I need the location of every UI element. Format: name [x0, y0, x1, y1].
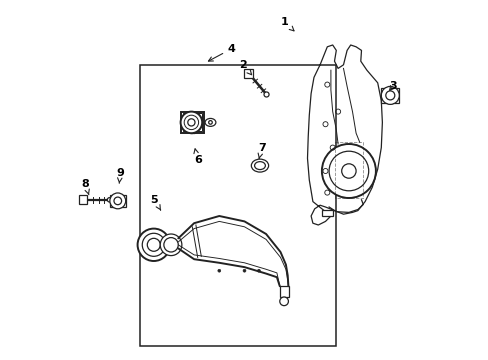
Bar [140, 65, 336, 346]
Circle shape [243, 269, 245, 272]
Text: 5: 5 [150, 195, 161, 210]
FancyBboxPatch shape [79, 195, 87, 204]
Text: 8: 8 [81, 179, 89, 195]
Text: 2: 2 [238, 60, 251, 75]
Circle shape [381, 86, 399, 104]
Text: 4: 4 [208, 44, 235, 61]
Circle shape [107, 198, 111, 202]
FancyBboxPatch shape [244, 69, 253, 78]
Bar [180, 112, 203, 133]
Bar [381, 88, 399, 103]
Circle shape [279, 297, 288, 306]
Bar [321, 210, 332, 216]
Circle shape [321, 144, 375, 198]
Circle shape [264, 92, 268, 97]
Ellipse shape [251, 159, 268, 172]
Circle shape [257, 269, 260, 272]
Bar [110, 195, 125, 207]
Text: 6: 6 [193, 149, 201, 165]
Bar [183, 113, 202, 131]
Ellipse shape [204, 118, 215, 126]
Text: 9: 9 [116, 168, 124, 183]
Circle shape [160, 234, 182, 256]
Circle shape [110, 193, 125, 209]
Circle shape [218, 269, 220, 272]
Text: 1: 1 [281, 17, 293, 31]
Text: 3: 3 [388, 81, 396, 91]
Circle shape [180, 112, 202, 133]
Circle shape [137, 229, 170, 261]
Circle shape [142, 233, 165, 256]
Bar [279, 286, 288, 297]
Text: 7: 7 [257, 143, 265, 158]
